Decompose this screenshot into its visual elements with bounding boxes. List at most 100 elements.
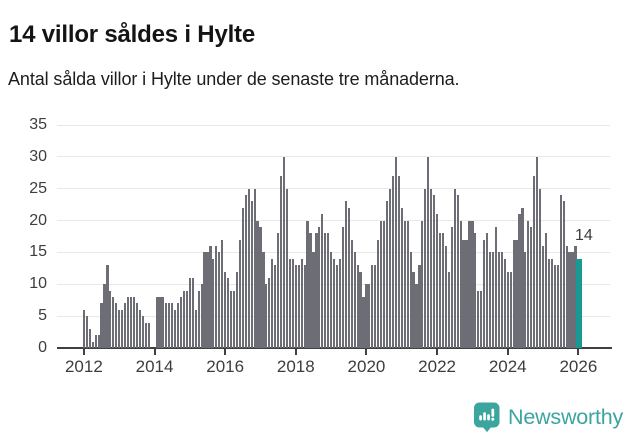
bar	[450, 226, 453, 348]
y-axis-tick-label: 20	[29, 211, 47, 229]
x-axis-tick-label: 2016	[206, 357, 245, 376]
bar	[100, 303, 103, 348]
bar	[527, 220, 530, 348]
bar	[241, 207, 244, 348]
bar	[285, 188, 289, 348]
bar	[400, 207, 403, 348]
bar	[533, 175, 536, 348]
bar	[453, 188, 456, 348]
bar	[303, 265, 306, 348]
bar	[165, 303, 168, 348]
bar	[327, 233, 330, 348]
bar	[324, 233, 327, 348]
y-axis-tick-label: 35	[29, 116, 47, 133]
bar	[530, 226, 533, 348]
bar	[418, 265, 421, 348]
bar	[562, 201, 565, 348]
bar	[171, 303, 174, 348]
bar	[462, 239, 465, 348]
bar	[247, 188, 250, 348]
x-axis-tick-label: 2020	[347, 357, 386, 376]
bar	[515, 239, 518, 348]
bar	[91, 341, 94, 348]
bar	[209, 246, 212, 348]
x-axis-tick	[365, 349, 368, 355]
bar	[486, 233, 489, 348]
bar	[388, 188, 392, 348]
bar	[238, 239, 241, 348]
bar	[521, 207, 524, 348]
bar	[415, 284, 418, 348]
bar	[447, 271, 450, 348]
y-axis-tick-label: 15	[29, 243, 47, 261]
bar	[433, 195, 436, 348]
bar	[259, 226, 262, 348]
gridline-y-30	[57, 156, 610, 158]
bar	[294, 265, 297, 348]
bar	[539, 188, 542, 348]
bar	[477, 290, 480, 348]
gridline-y-35	[57, 124, 610, 126]
bar	[524, 252, 527, 348]
chart-title: 14 villor såldes i Hylte	[9, 21, 255, 49]
bar	[197, 290, 200, 348]
bar	[129, 297, 133, 348]
bar	[338, 258, 342, 348]
bar	[424, 188, 427, 348]
y-axis-tick-label: 0	[38, 339, 47, 356]
bar	[144, 322, 147, 348]
bar	[244, 195, 247, 348]
bar	[444, 246, 448, 348]
bar	[312, 252, 315, 348]
bar	[179, 297, 183, 348]
bar	[200, 284, 203, 348]
bar	[138, 309, 141, 348]
bar	[412, 271, 415, 348]
bar	[124, 303, 127, 348]
bar	[430, 188, 433, 348]
bar	[321, 214, 324, 348]
x-axis-tick	[436, 349, 439, 355]
bar	[147, 322, 150, 348]
bar	[268, 277, 271, 348]
bar	[365, 284, 368, 348]
bar	[406, 220, 409, 348]
bar	[480, 290, 483, 348]
bar	[385, 201, 389, 348]
bar	[509, 271, 512, 348]
bar	[88, 328, 91, 348]
bar	[282, 156, 286, 348]
x-axis-tick	[82, 349, 85, 355]
newsworthy-wordmark[interactable]: Newsworthy	[508, 404, 624, 429]
bar	[318, 226, 321, 348]
bar	[421, 220, 424, 348]
bar	[194, 309, 197, 348]
bar	[135, 303, 138, 348]
bar	[309, 233, 312, 348]
bar	[277, 233, 280, 348]
bar	[85, 316, 88, 348]
bar	[118, 309, 121, 348]
y-axis-tick-label: 25	[29, 179, 47, 197]
bar	[250, 201, 253, 348]
bar	[553, 265, 556, 348]
newsworthy-attribution[interactable]: Newsworthy	[473, 400, 623, 434]
bar	[332, 258, 336, 348]
bar	[356, 265, 359, 348]
bar	[256, 220, 259, 348]
bar	[168, 303, 171, 348]
bar	[185, 290, 188, 348]
bar	[274, 265, 277, 348]
x-axis-tick-label: 2022	[418, 357, 456, 376]
bar	[106, 265, 109, 348]
bar	[559, 195, 562, 348]
bar	[436, 214, 439, 348]
bar	[271, 258, 274, 348]
x-axis-tick-label: 2026	[559, 357, 598, 376]
bar	[456, 195, 459, 348]
bar	[280, 175, 283, 348]
x-axis-tick-label: 2014	[135, 357, 174, 376]
x-axis-tick-label: 2018	[276, 357, 315, 376]
bar	[344, 201, 347, 348]
bar	[330, 252, 333, 348]
